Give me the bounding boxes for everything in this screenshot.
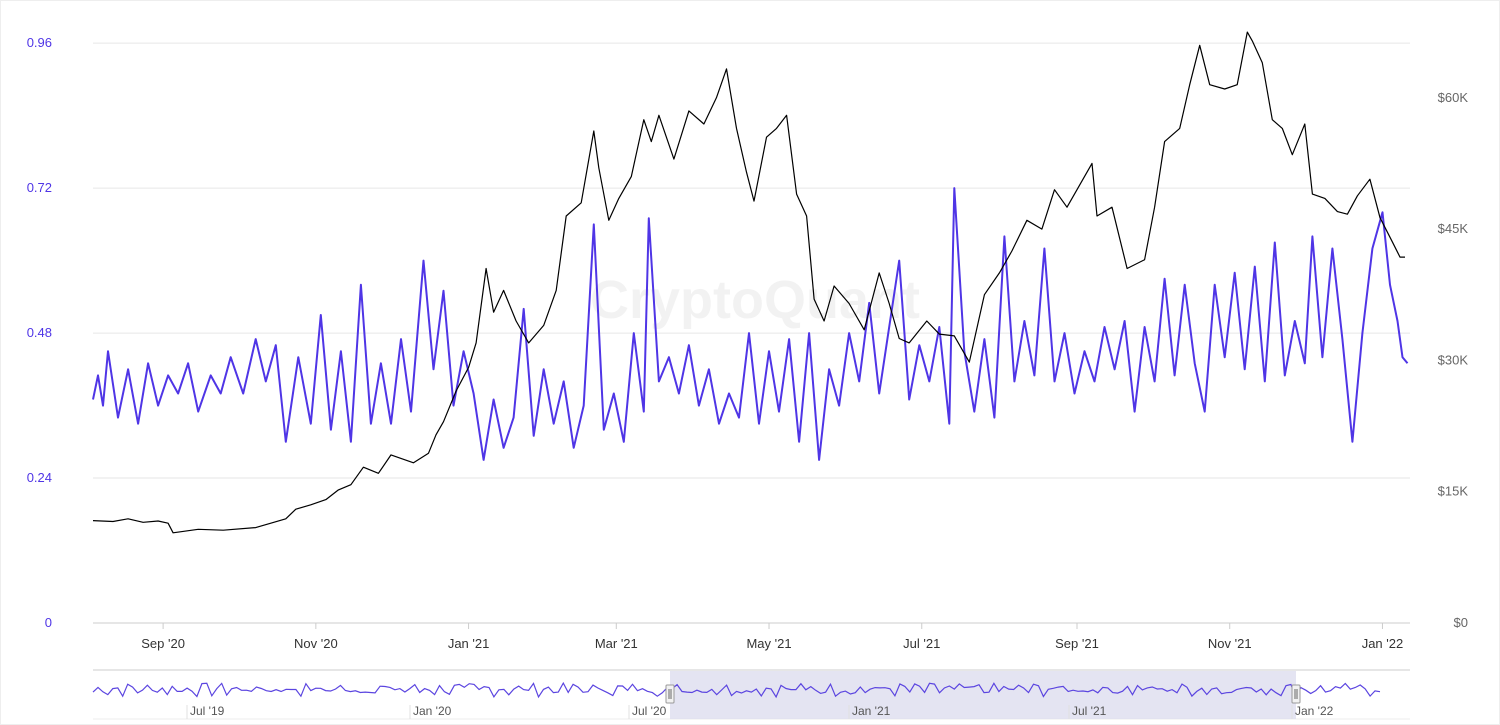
x-tick-label: Jul '21 xyxy=(903,636,940,651)
watermark: CryptoQuant xyxy=(590,270,920,330)
navigator-label: Jul '21 xyxy=(1072,704,1107,718)
x-tick-label: Jan '22 xyxy=(1362,636,1404,651)
left-tick-label: 0.72 xyxy=(27,180,52,195)
navigator-series-line xyxy=(92,681,1381,699)
right-tick-label: $0 xyxy=(1454,615,1468,630)
right-tick-label: $45K xyxy=(1438,221,1469,236)
right-y-axis: $0 $15K $30K $45K $60K xyxy=(1438,90,1469,630)
navigator-label: Jul '19 xyxy=(190,704,225,718)
right-tick-label: $30K xyxy=(1438,352,1469,367)
x-tick-label: Sep '21 xyxy=(1055,636,1099,651)
x-tick-label: May '21 xyxy=(746,636,791,651)
left-tick-label: 0.24 xyxy=(27,470,52,485)
left-tick-label: 0.48 xyxy=(27,325,52,340)
navigator-handle-right[interactable] xyxy=(1291,684,1301,704)
navigator-label: Jul '20 xyxy=(632,704,667,718)
x-axis: Sep '20 Nov '20 Jan '21 Mar '21 May '21 Jul '… xyxy=(141,623,1403,651)
x-tick-label: Jan '21 xyxy=(448,636,490,651)
navigator-handle-left[interactable] xyxy=(665,684,675,704)
navigator[interactable]: Jul '19 Jan '20 Jul '20 Jan '21 Jul '21 Jan '… xyxy=(92,669,1410,720)
right-tick-label: $15K xyxy=(1438,484,1469,499)
x-tick-label: Nov '21 xyxy=(1208,636,1252,651)
x-tick-label: Nov '20 xyxy=(294,636,338,651)
navigator-label: Jan '22 xyxy=(1295,704,1334,718)
right-tick-label: $60K xyxy=(1438,90,1469,105)
navigator-selected-range[interactable] xyxy=(670,671,1296,719)
grid-lines xyxy=(93,42,1410,624)
series-line-price xyxy=(92,31,1405,534)
left-tick-label: 0.96 xyxy=(27,35,52,50)
navigator-label: Jan '21 xyxy=(852,704,891,718)
left-y-axis: 0 0.24 0.48 0.72 0.96 xyxy=(27,35,52,630)
navigator-label: Jan '20 xyxy=(413,704,452,718)
x-tick-label: Mar '21 xyxy=(595,636,638,651)
left-tick-label: 0 xyxy=(45,615,52,630)
series-line-ratio xyxy=(92,187,1409,461)
x-tick-label: Sep '20 xyxy=(141,636,185,651)
navigator-labels: Jul '19 Jan '20 Jul '20 Jan '21 Jul '21 Jan '… xyxy=(186,704,1334,719)
